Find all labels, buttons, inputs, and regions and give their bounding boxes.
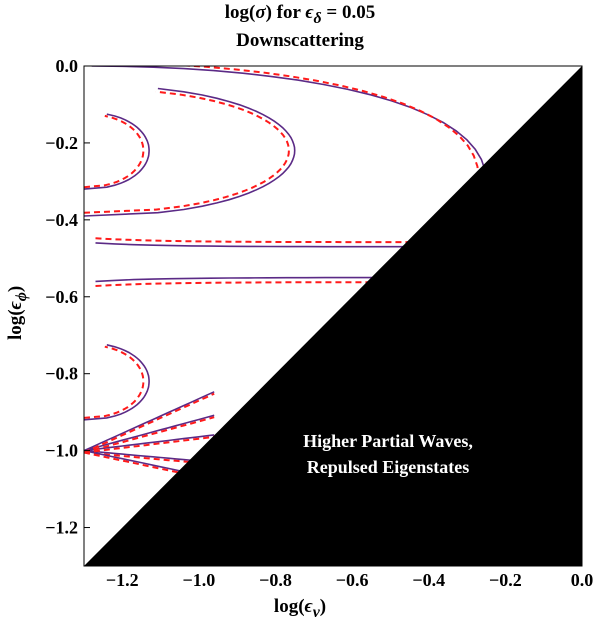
contour-dashed [179, 66, 480, 178]
y-tick-label: −0.4 [45, 210, 78, 230]
plot-area [83, 65, 583, 567]
contour-dashed [95, 281, 536, 287]
y-axis-label: log(ϵϕ) [5, 285, 30, 341]
x-axis-ticks: −1.2 −1.0 −0.8 −0.6 −0.4 −0.2 0.0 [106, 560, 593, 590]
y-axis-ticks: 0.0 −0.2 −0.4 −0.6 −0.8 −1.0 −1.2 [45, 56, 90, 538]
y-tick-label: −0.8 [45, 364, 78, 384]
x-tick-label: −0.8 [259, 570, 292, 590]
x-axis-label: log(ϵν) [273, 596, 327, 621]
x-tick-label: 0.0 [571, 570, 594, 590]
y-tick-label: −0.6 [45, 287, 78, 307]
plot-frame [83, 65, 583, 567]
x-tick-label: −0.2 [489, 570, 522, 590]
y-tick-label: −1.0 [45, 441, 78, 461]
x-tick-label: −1.0 [183, 570, 216, 590]
excluded-region [84, 66, 582, 566]
contour-solid [84, 87, 296, 217]
excluded-region-label-line1: Higher Partial Waves, [303, 431, 473, 451]
contour-dashed [84, 345, 145, 419]
contour-dashed [84, 90, 290, 214]
contour-dashed [84, 392, 215, 454]
contour-solid [91, 66, 487, 182]
contour-dashed [84, 416, 215, 454]
y-tick-label: −1.2 [45, 518, 78, 538]
excluded-region-label-line2: Repulsed Eigenstates [306, 457, 470, 477]
contour-dashed [95, 237, 536, 244]
x-tick-label: −1.2 [106, 570, 139, 590]
chart-title-line1: log(σ) for ϵδ = 0.05 [224, 2, 376, 27]
x-tick-label: −0.4 [412, 570, 445, 590]
contour-dashed [84, 435, 215, 454]
contour-solid [84, 113, 150, 190]
excluded-region-label: Higher Partial Waves, Repulsed Eigenstat… [253, 428, 523, 480]
x-tick-label: −0.6 [336, 570, 369, 590]
contour-solid [84, 414, 215, 452]
contour-dashed [84, 114, 145, 189]
contour-solid [84, 434, 215, 452]
contour-solid [84, 391, 215, 452]
chart-title-line2: Downscattering [236, 30, 364, 51]
contour-solid [84, 344, 150, 421]
y-tick-label: −0.2 [45, 133, 78, 153]
y-tick-label: 0.0 [56, 56, 79, 76]
